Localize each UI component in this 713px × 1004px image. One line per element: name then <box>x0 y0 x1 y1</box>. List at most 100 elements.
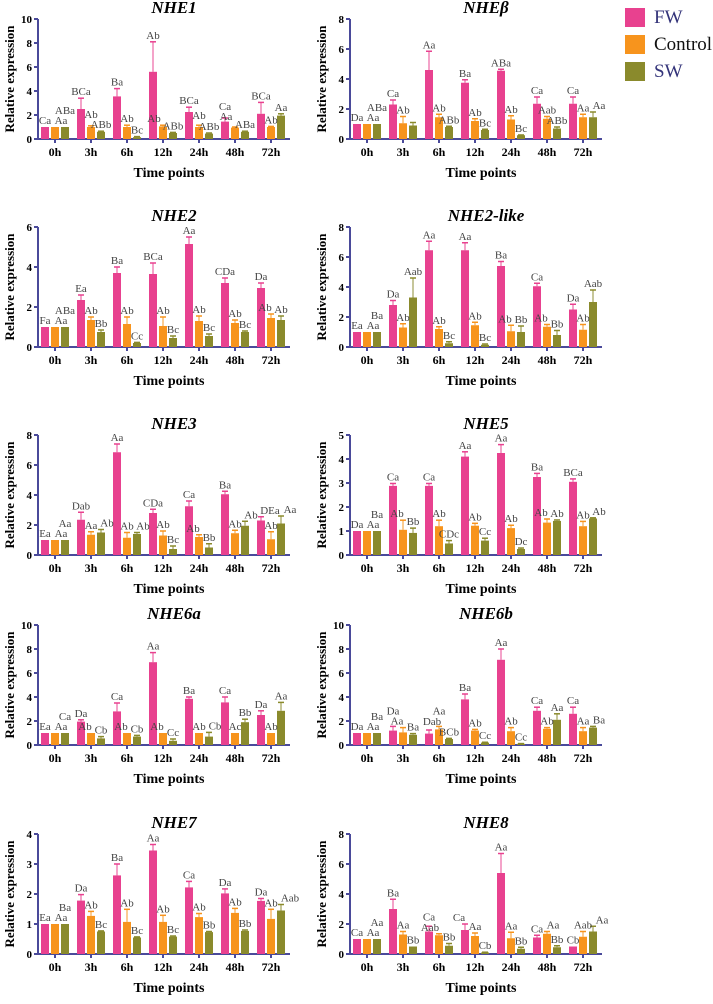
significance-label-fw: Aa <box>147 833 160 845</box>
bar-sw <box>445 343 453 347</box>
significance-label-control: Aa <box>55 528 68 540</box>
bar-fw <box>569 481 577 555</box>
y-tick-label: 4 <box>27 829 33 841</box>
bar-fw <box>113 711 121 745</box>
significance-label-sw: Bc <box>443 330 455 342</box>
significance-label-fw: Ca <box>183 869 195 881</box>
significance-label-fw: Da <box>255 699 268 711</box>
bar-fw <box>533 710 541 745</box>
x-tick-label: 72h <box>262 960 281 974</box>
significance-label-control: Ab <box>534 507 548 519</box>
significance-label-fw: Ca <box>219 685 231 697</box>
significance-label-control: Ab <box>228 518 242 530</box>
bar-sw <box>445 543 453 555</box>
y-tick-label: 6 <box>339 252 345 264</box>
significance-label-control: Aa <box>220 111 233 123</box>
legend-label-sw: SW <box>654 60 683 82</box>
significance-label-control: Ab <box>192 110 206 122</box>
significance-label-sw: ABa <box>235 119 255 131</box>
bar-fw <box>149 850 157 954</box>
bar-sw <box>481 742 489 745</box>
y-tick-label: 8 <box>27 430 33 442</box>
x-axis-label: Time points <box>446 374 517 389</box>
x-tick-label: 72h <box>262 561 281 575</box>
significance-label-fw: Dab <box>423 716 442 728</box>
bar-sw <box>169 133 177 139</box>
bar-sw <box>409 125 417 139</box>
bar-control <box>579 731 587 745</box>
significance-label-fw: Ca <box>531 271 543 283</box>
bar-sw <box>61 733 69 745</box>
bar-fw <box>353 332 361 347</box>
bar-fw <box>149 513 157 555</box>
bar-chart-nhe8: NHE8 Relative expression Time points 0 2 4 6 8 0… <box>314 813 609 996</box>
significance-label-control: Aa <box>469 921 482 933</box>
bar-sw <box>169 338 177 347</box>
bar-control <box>363 531 371 555</box>
significance-label-control: Ab <box>576 313 590 325</box>
significance-label-sw: Aa <box>59 518 72 530</box>
bar-fw <box>77 109 85 139</box>
significance-label-sw: Ab <box>100 518 114 530</box>
x-tick-label: 48h <box>538 145 557 159</box>
significance-label-fw: Ea <box>39 721 51 733</box>
y-tick-label: 10 <box>21 620 33 632</box>
significance-label-fw: CDa <box>215 266 235 278</box>
x-tick-label: 12h <box>154 751 173 765</box>
significance-label-fw: Ba <box>531 461 543 473</box>
bar-fw <box>257 900 265 954</box>
bar-control <box>435 526 443 555</box>
significance-label-sw: Cc <box>479 526 491 538</box>
bar-sw <box>517 743 525 745</box>
significance-label-fw: Ca <box>111 691 123 703</box>
bar-sw <box>409 734 417 745</box>
chart-title: NHE5 <box>462 414 509 433</box>
bar-sw <box>133 937 141 954</box>
bar-fw <box>569 713 577 745</box>
bar-control <box>51 733 59 745</box>
y-tick-label: 6 <box>27 460 33 472</box>
x-tick-label: 3h <box>397 960 410 974</box>
significance-label-fw: Da <box>219 877 232 889</box>
x-tick-label: 24h <box>190 751 209 765</box>
x-tick-label: 24h <box>190 145 209 159</box>
significance-label-sw: Aab <box>584 278 603 290</box>
legend-item-control: Control <box>625 31 712 58</box>
significance-label-sw: Bc <box>167 324 179 336</box>
significance-label-fw: Aa <box>423 39 436 51</box>
y-tick-label: 2 <box>339 919 345 931</box>
bar-control <box>363 939 371 954</box>
x-tick-label: 12h <box>466 561 485 575</box>
y-tick-label: 4 <box>27 490 33 502</box>
bar-control <box>159 535 167 555</box>
bar-sw <box>589 302 597 347</box>
significance-label-fw: BCa <box>143 251 163 263</box>
bar-sw <box>205 932 213 954</box>
y-axis-label: Relative expression <box>314 840 329 948</box>
x-tick-label: 12h <box>466 960 485 974</box>
bar-chart-nhe1: NHE1 Relative expression Time points 0 2 4 6 8 1… <box>2 0 290 181</box>
significance-label-sw: Aa <box>593 100 606 112</box>
bar-fw <box>497 453 505 555</box>
bar-control <box>231 733 239 745</box>
significance-label-fw: Ca <box>453 912 465 924</box>
significance-label-sw: Aa <box>371 917 384 929</box>
bar-sw <box>205 336 213 347</box>
significance-label-fw: Ca <box>183 489 195 501</box>
significance-label-fw: Fa <box>40 315 51 327</box>
bar-sw <box>97 332 105 347</box>
y-tick-label: 0 <box>27 949 33 961</box>
significance-label-control: Ab <box>120 113 134 125</box>
x-tick-label: 0h <box>49 145 62 159</box>
significance-label-sw: Ba <box>59 902 71 914</box>
significance-label-fw: Da <box>387 289 400 301</box>
bar-control <box>435 329 443 347</box>
bar-fw <box>569 309 577 347</box>
significance-label-sw: Cc <box>131 330 143 342</box>
significance-label-sw: Bc <box>167 924 179 936</box>
bar-sw <box>241 131 249 139</box>
chart-title: NHEβ <box>462 0 509 17</box>
significance-label-control: Ab <box>468 511 482 523</box>
bar-control <box>159 921 167 954</box>
bar-control <box>87 320 95 347</box>
